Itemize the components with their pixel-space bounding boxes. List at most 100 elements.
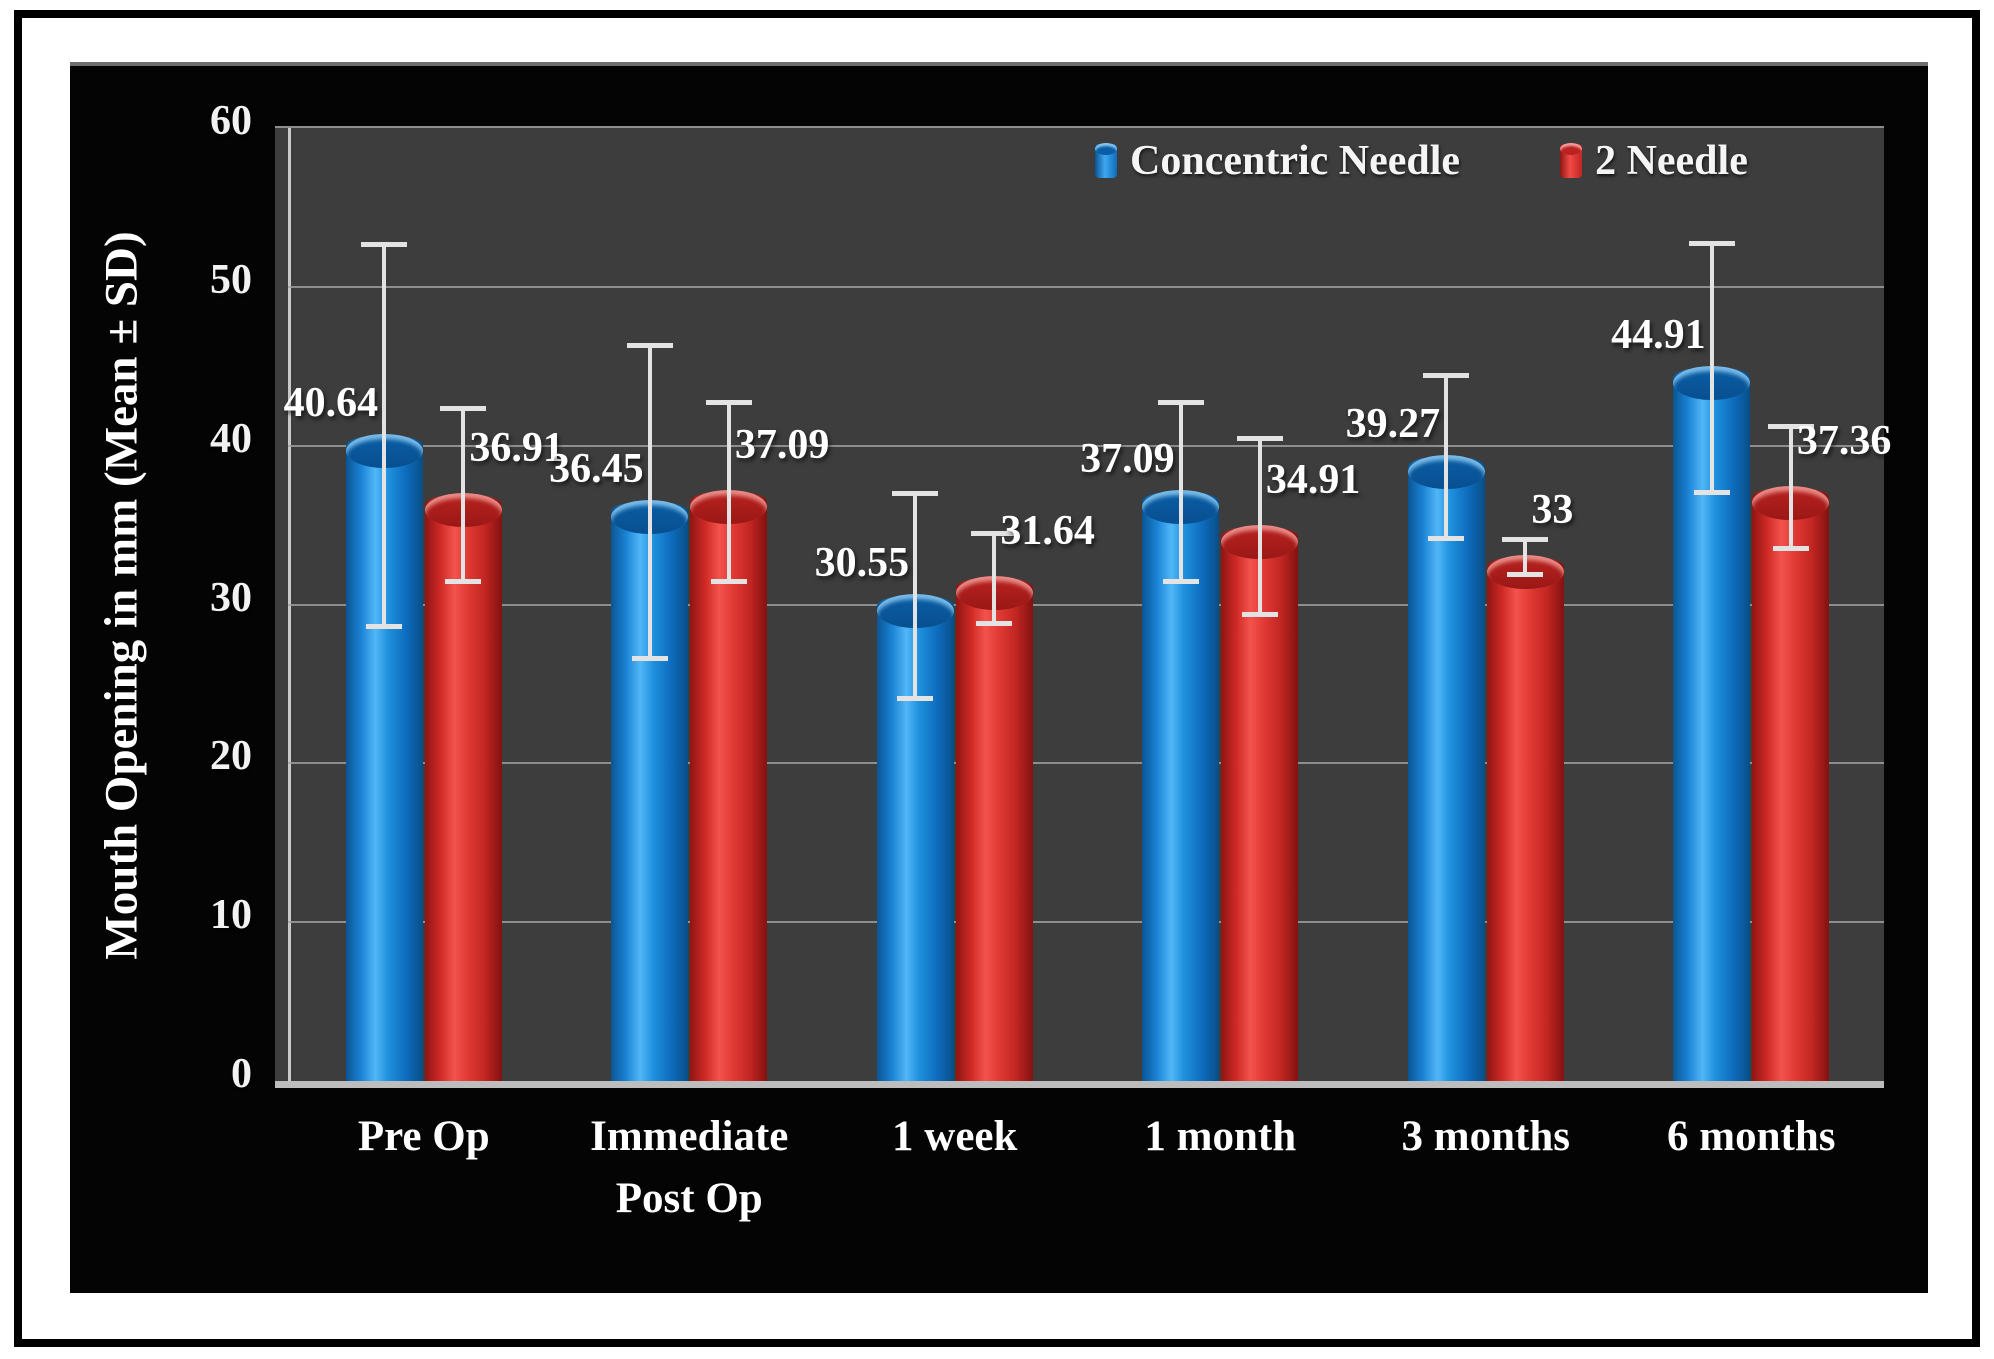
value-label-concentric-needle-1-month: 37.09 xyxy=(1080,435,1175,482)
value-label-2-needle-immediate-post-op: 37.09 xyxy=(734,421,830,468)
value-label-2-needle-1-week: 31.64 xyxy=(1000,508,1095,555)
category-1-week: 30.55 31.64 xyxy=(815,128,1095,1081)
gridline-20 xyxy=(288,762,1884,765)
y-tick-label-40: 40 xyxy=(210,415,252,462)
gridline-50 xyxy=(288,285,1884,288)
plot-area: 40.64 36.91 36.45 37.09 30.55 31.64 37.09 34.91… xyxy=(275,126,1891,1088)
y-tick-label-0: 0 xyxy=(231,1051,252,1097)
error-bar-2-needle-pre-op xyxy=(440,405,487,584)
y-tick-label-20: 20 xyxy=(210,733,252,780)
legend-marker-2-needle xyxy=(1560,143,1583,178)
error-bar-2-needle-6-months xyxy=(1767,424,1814,552)
x-label-1-week: 1 week xyxy=(892,1113,1018,1160)
error-bar-capt xyxy=(440,405,487,411)
error-bar-line xyxy=(647,343,652,661)
bar-concentric-needle-1-month: 37.09 xyxy=(1080,438,1220,1081)
x-label-pre-op: Pre Op xyxy=(357,1113,490,1160)
legend-marker-cap xyxy=(1560,143,1583,155)
y-tick-label-30: 30 xyxy=(210,574,252,621)
y-tick-label-10: 10 xyxy=(210,892,252,939)
error-bar-capt xyxy=(1502,537,1549,543)
gridline-40 xyxy=(288,444,1884,447)
error-bar-capt xyxy=(1688,240,1735,246)
error-bar-capt xyxy=(1236,436,1283,441)
x-label-6-months: 6 months xyxy=(1667,1113,1836,1160)
error-bar-capt xyxy=(971,530,1018,536)
gridline-30 xyxy=(288,603,1884,606)
category-pre-op: 40.64 36.91 xyxy=(284,128,564,1081)
value-label-concentric-needle-6-months: 44.91 xyxy=(1611,311,1706,358)
bar-2-needle-1-week: 31.64 xyxy=(955,510,1095,1081)
error-bar-capt xyxy=(626,343,673,349)
error-bar-concentric-needle-immediate-post-op xyxy=(626,343,673,661)
error-bar-line xyxy=(1523,537,1528,577)
error-bar-line xyxy=(1257,436,1262,618)
value-label-concentric-needle-1-week: 30.55 xyxy=(814,539,910,586)
value-label-2-needle-3-months: 33 xyxy=(1531,486,1574,533)
x-label-1-month: 1 month xyxy=(1144,1113,1297,1160)
bar-2-needle-1-month: 34.91 xyxy=(1221,459,1360,1081)
error-bar-line xyxy=(992,530,997,627)
bar-concentric-needle-immediate-post-op: 36.45 xyxy=(549,448,689,1081)
error-bar-2-needle-3-months xyxy=(1502,537,1549,577)
error-bar-capb xyxy=(366,624,403,630)
error-bar-concentric-needle-1-month xyxy=(1157,399,1204,585)
error-bar-2-needle-1-week xyxy=(971,530,1018,627)
x-label-immediate-post-op: Immediate Post Op xyxy=(590,1113,789,1223)
error-bar-capb xyxy=(897,695,934,701)
bar-2-needle-6-months: 37.36 xyxy=(1752,420,1891,1081)
error-bar-line xyxy=(1709,240,1714,495)
error-bar-line xyxy=(1178,399,1183,585)
error-bar-concentric-needle-pre-op xyxy=(361,241,408,630)
chart-panel: Mouth Opening in mm (Mean ± SD) 0 10 20 30 4… xyxy=(70,62,1928,1293)
error-bar-capt xyxy=(1423,373,1470,379)
error-bar-capt xyxy=(361,241,408,247)
legend-item-concentric-needle: Concentric Needle xyxy=(1095,140,1460,182)
error-bar-capb xyxy=(976,621,1013,627)
category-immediate-post-op: 36.45 37.09 xyxy=(549,128,829,1081)
error-bar-capb xyxy=(631,655,668,661)
error-bar-capb xyxy=(1507,571,1544,577)
value-label-concentric-needle-pre-op: 40.64 xyxy=(283,379,379,426)
error-bar-2-needle-immediate-post-op xyxy=(705,399,752,585)
error-bar-line xyxy=(461,405,466,584)
error-bar-capb xyxy=(710,579,747,585)
y-axis-tick-labels: 0 10 20 30 40 50 60 xyxy=(70,100,260,1095)
error-bar-line xyxy=(1444,373,1449,542)
error-bar-capt xyxy=(705,399,752,405)
legend-label-concentric-needle: Concentric Needle xyxy=(1130,138,1461,184)
value-label-2-needle-1-month: 34.91 xyxy=(1265,456,1361,503)
legend-label-2-needle: 2 Needle xyxy=(1595,138,1748,184)
error-bar-line xyxy=(726,399,731,585)
error-bar-line xyxy=(1788,424,1793,552)
error-bar-line xyxy=(382,241,387,630)
error-bar-capt xyxy=(892,490,939,496)
x-axis-labels: Pre Op Immediate Post Op 1 week 1 month 3 mo… xyxy=(291,1106,1884,1231)
error-bar-concentric-needle-6-months xyxy=(1688,240,1735,495)
value-label-concentric-needle-immediate-post-op: 36.45 xyxy=(549,446,644,493)
category-1-month: 37.09 34.91 xyxy=(1080,128,1360,1081)
value-label-concentric-needle-3-months: 39.27 xyxy=(1345,401,1441,448)
error-bar-capt xyxy=(1157,399,1204,405)
error-bar-capb xyxy=(1693,489,1730,495)
figure-frame: Mouth Opening in mm (Mean ± SD) 0 10 20 30 4… xyxy=(14,10,1980,1347)
bar-concentric-needle-3-months: 39.27 xyxy=(1346,403,1485,1081)
value-label-2-needle-6-months: 37.36 xyxy=(1796,417,1892,464)
error-bar-concentric-needle-1-week xyxy=(892,490,939,701)
y-tick-label-50: 50 xyxy=(210,256,252,303)
value-label-2-needle-pre-op: 36.91 xyxy=(469,424,564,471)
x-label-3-months: 3 months xyxy=(1401,1113,1570,1160)
chart-area: 40.64 36.91 36.45 37.09 30.55 31.64 37.09 34.91… xyxy=(284,128,1891,1081)
error-bar-capt xyxy=(1767,424,1814,430)
bar-2-needle-pre-op: 36.91 xyxy=(424,427,564,1081)
category-3-months: 39.27 33 xyxy=(1346,128,1619,1081)
gridline-10 xyxy=(288,921,1884,924)
error-bar-capb xyxy=(445,578,482,584)
legend-marker-cap xyxy=(1095,143,1117,155)
error-bar-line xyxy=(913,490,918,701)
error-bar-concentric-needle-3-months xyxy=(1423,373,1470,542)
error-bar-capb xyxy=(1162,579,1199,585)
bar-2-needle-3-months: 33 xyxy=(1486,489,1573,1081)
error-bar-capb xyxy=(1428,536,1465,542)
